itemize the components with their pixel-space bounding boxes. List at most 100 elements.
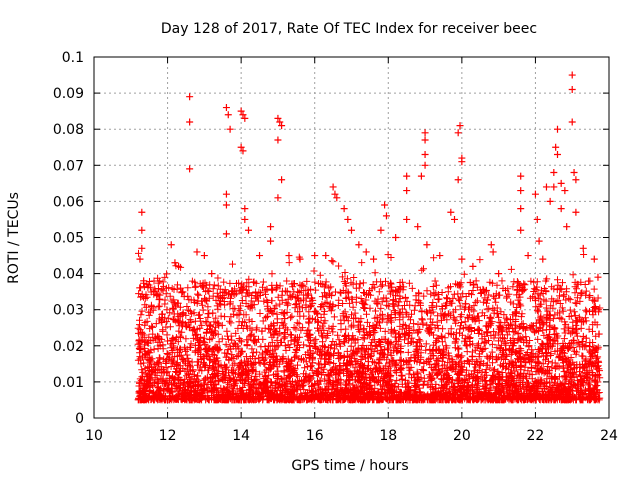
data-point: [208, 270, 216, 278]
data-point: [348, 226, 355, 234]
data-point: [237, 107, 245, 115]
data-point: [414, 223, 422, 231]
data-point: [267, 237, 275, 245]
data-point: [226, 125, 234, 133]
y-tick-label: 0.07: [53, 158, 84, 174]
data-point: [417, 172, 425, 180]
data-point: [594, 273, 602, 281]
data-point: [171, 259, 179, 267]
data-point: [421, 161, 429, 169]
x-axis-ticks: 10 12 14 16 18 20 22 24: [85, 57, 618, 444]
y-tick-label: 0.05: [53, 231, 84, 247]
data-point: [454, 129, 462, 137]
data-point: [421, 129, 429, 137]
data-point: [274, 114, 282, 122]
data-point: [333, 194, 341, 202]
data-point: [531, 190, 539, 198]
dense-noise-band: [134, 249, 604, 404]
data-point: [546, 197, 554, 205]
data-point: [561, 187, 569, 195]
data-point: [489, 248, 497, 256]
data-point: [568, 85, 576, 93]
data-point: [241, 205, 249, 213]
data-point: [222, 201, 230, 209]
data-point: [554, 125, 561, 133]
data-point: [487, 241, 495, 249]
data-point: [256, 252, 264, 260]
data-point: [322, 252, 330, 260]
data-point: [377, 226, 385, 234]
data-point: [331, 190, 339, 198]
data-point: [570, 169, 578, 177]
data-point: [539, 255, 547, 263]
data-point: [550, 183, 558, 191]
data-point: [193, 248, 201, 256]
data-point: [311, 252, 319, 260]
y-axis-label: ROTI / TECUs: [6, 192, 22, 284]
x-tick-label: 10: [85, 428, 103, 444]
data-point: [222, 230, 230, 238]
y-tick-label: 0.04: [53, 267, 84, 283]
data-point: [138, 244, 146, 252]
data-point: [552, 143, 560, 151]
data-point: [454, 176, 462, 184]
data-point: [267, 223, 275, 231]
data-point: [239, 147, 247, 155]
data-point: [381, 201, 389, 209]
data-point: [382, 212, 390, 220]
data-point: [278, 122, 286, 130]
chart-title: Day 128 of 2017, Rate Of TEC Index for r…: [161, 21, 537, 37]
data-point: [568, 71, 576, 79]
data-point: [224, 111, 232, 119]
data-point: [138, 208, 146, 216]
y-tick-label: 0.06: [53, 194, 84, 210]
data-point: [200, 252, 208, 260]
data-point: [329, 183, 337, 191]
data-point: [458, 255, 466, 263]
y-axis-ticks: 0 0.01 0.02 0.03 0.04 0.05 0.06 0.07 0.08 0.09 0.1: [53, 50, 609, 427]
data-point: [136, 255, 144, 263]
x-tick-label: 12: [159, 428, 177, 444]
data-point: [167, 241, 175, 249]
data-point: [274, 194, 282, 202]
data-point: [403, 215, 411, 223]
data-point: [138, 226, 146, 234]
data-point: [344, 215, 352, 223]
data-point: [579, 244, 587, 252]
data-point: [370, 255, 378, 263]
data-point: [285, 252, 293, 260]
data-point: [542, 183, 550, 191]
data-point: [186, 93, 194, 101]
data-point: [517, 187, 525, 195]
data-point: [274, 136, 282, 144]
data-point: [590, 255, 598, 263]
x-tick-label: 18: [379, 428, 397, 444]
x-tick-label: 20: [453, 428, 471, 444]
data-point: [239, 111, 247, 119]
data-point: [276, 118, 284, 126]
y-tick-label: 0.02: [53, 339, 84, 355]
data-point: [469, 262, 477, 270]
data-point: [568, 118, 576, 126]
data-point: [241, 114, 249, 122]
data-point: [423, 241, 431, 249]
data-point: [392, 234, 400, 241]
data-point: [403, 187, 411, 195]
data-point: [533, 215, 541, 223]
data-point: [451, 215, 458, 223]
data-point: [421, 150, 429, 158]
data-point: [447, 208, 455, 216]
data-point: [403, 172, 411, 180]
data-point: [362, 248, 370, 256]
x-tick-label: 16: [306, 428, 324, 444]
data-point: [222, 104, 230, 112]
data-point: [222, 190, 230, 198]
data-point: [241, 215, 249, 223]
data-point: [524, 252, 532, 260]
data-point: [517, 205, 525, 213]
data-point: [554, 150, 561, 158]
data-point: [186, 165, 194, 173]
data-point: [572, 176, 580, 184]
data-point: [237, 143, 245, 151]
